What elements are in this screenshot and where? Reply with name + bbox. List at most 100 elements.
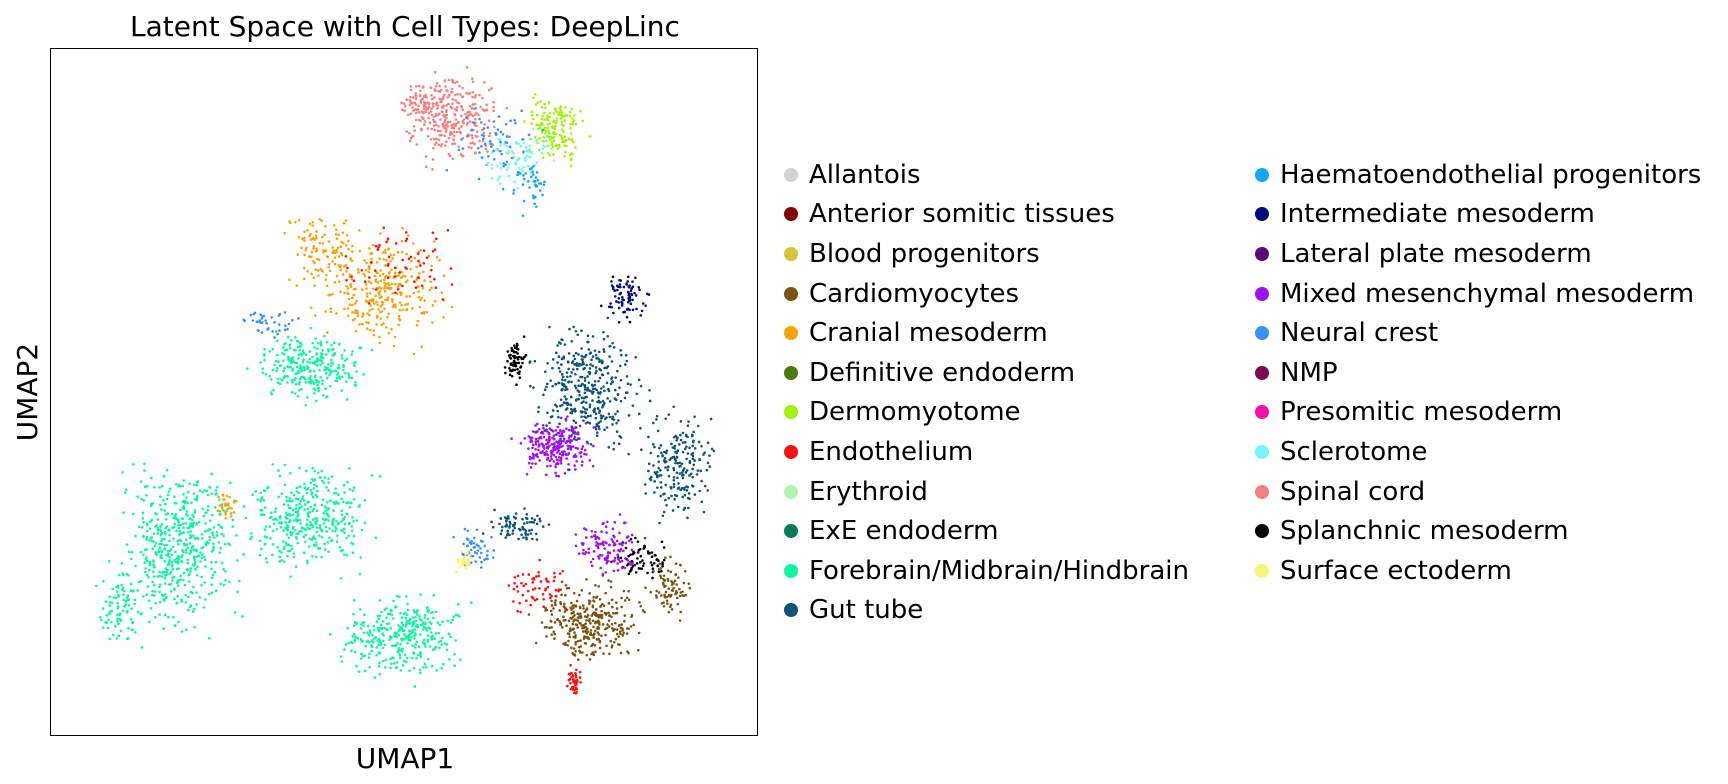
scatter-point: [637, 548, 641, 552]
scatter-point: [154, 525, 157, 528]
scatter-point: [275, 369, 279, 373]
scatter-point: [699, 469, 703, 473]
scatter-point: [630, 540, 634, 544]
scatter-point: [251, 319, 255, 322]
scatter-point: [311, 518, 315, 521]
scatter-point: [638, 601, 641, 604]
scatter-point: [283, 375, 286, 378]
scatter-point: [332, 223, 336, 227]
scatter-point: [217, 495, 220, 498]
scatter-point: [459, 131, 463, 135]
scatter-point: [591, 619, 595, 623]
scatter-point: [387, 312, 390, 316]
scatter-point: [556, 618, 559, 622]
scatter-point: [456, 560, 460, 564]
scatter-point: [436, 621, 440, 624]
scatter-point: [535, 113, 539, 117]
scatter-point: [424, 105, 428, 109]
scatter-point: [465, 552, 468, 555]
scatter-point: [628, 320, 632, 324]
scatter-point: [379, 627, 383, 630]
scatter-point: [557, 589, 560, 593]
scatter-point: [347, 534, 351, 538]
scatter-point: [358, 229, 361, 232]
scatter-point: [573, 683, 577, 687]
scatter-point: [177, 524, 180, 527]
scatter-point: [406, 113, 410, 117]
scatter-point: [291, 356, 295, 359]
scatter-point: [563, 343, 567, 346]
scatter-point: [417, 276, 420, 280]
scatter-point: [327, 293, 331, 297]
scatter-point: [458, 615, 461, 618]
legend-label: Dermomyotome: [809, 397, 1021, 428]
scatter-point: [593, 380, 597, 383]
scatter-point: [617, 419, 620, 422]
scatter-point: [409, 88, 413, 92]
scatter-point: [386, 315, 389, 319]
scatter-point: [559, 109, 563, 112]
scatter-point: [531, 462, 534, 465]
scatter-point: [311, 224, 314, 227]
scatter-point: [112, 596, 116, 599]
scatter-point: [545, 382, 549, 386]
scatter-point: [152, 583, 156, 587]
scatter-point: [297, 513, 300, 517]
scatter-point: [332, 347, 335, 351]
scatter-point: [693, 493, 697, 496]
scatter-point: [288, 496, 292, 500]
scatter-point: [154, 542, 158, 545]
scatter-point: [594, 371, 597, 375]
scatter-point: [532, 173, 535, 176]
scatter-point: [139, 480, 143, 483]
scatter-plot: [94, 66, 716, 695]
scatter-point: [528, 156, 532, 159]
scatter-point: [602, 652, 605, 655]
scatter-point: [458, 565, 462, 569]
legend-item: Splanchnic mesoderm: [1255, 511, 1701, 551]
scatter-point: [185, 510, 189, 513]
scatter-point: [182, 479, 186, 482]
scatter-point: [317, 380, 321, 384]
scatter-point: [441, 636, 444, 640]
scatter-point: [125, 637, 129, 641]
scatter-point: [541, 193, 544, 197]
scatter-point: [403, 104, 407, 108]
scatter-point: [162, 548, 166, 551]
scatter-point: [192, 607, 196, 611]
scatter-point: [552, 159, 556, 162]
scatter-point: [145, 494, 148, 497]
scatter-point: [368, 631, 372, 634]
scatter-point: [452, 126, 456, 130]
scatter-point: [159, 528, 162, 532]
legend-item: Surface ectoderm: [1255, 551, 1701, 591]
scatter-point: [546, 456, 550, 460]
scatter-point: [278, 329, 281, 332]
scatter-point: [661, 454, 664, 457]
scatter-point: [579, 410, 583, 413]
scatter-point: [646, 571, 649, 575]
scatter-point: [680, 471, 684, 474]
legend-marker: [784, 365, 798, 380]
scatter-point: [537, 406, 541, 409]
scatter-point: [549, 609, 553, 613]
scatter-point: [700, 479, 703, 483]
scatter-point: [558, 428, 562, 432]
scatter-point: [338, 545, 342, 549]
scatter-point: [432, 115, 436, 118]
scatter-point: [623, 363, 627, 366]
scatter-point: [180, 600, 184, 603]
scatter-point: [165, 468, 169, 472]
scatter-point: [152, 532, 156, 535]
scatter-point: [379, 279, 383, 283]
scatter-point: [578, 605, 582, 609]
scatter-point: [565, 371, 569, 374]
scatter-point: [585, 631, 589, 635]
scatter-point: [639, 426, 642, 430]
scatter-point: [584, 625, 588, 629]
scatter-point: [423, 613, 427, 617]
scatter-point: [273, 363, 276, 367]
scatter-point: [127, 603, 131, 607]
scatter-point: [427, 254, 431, 258]
scatter-point: [420, 284, 424, 288]
